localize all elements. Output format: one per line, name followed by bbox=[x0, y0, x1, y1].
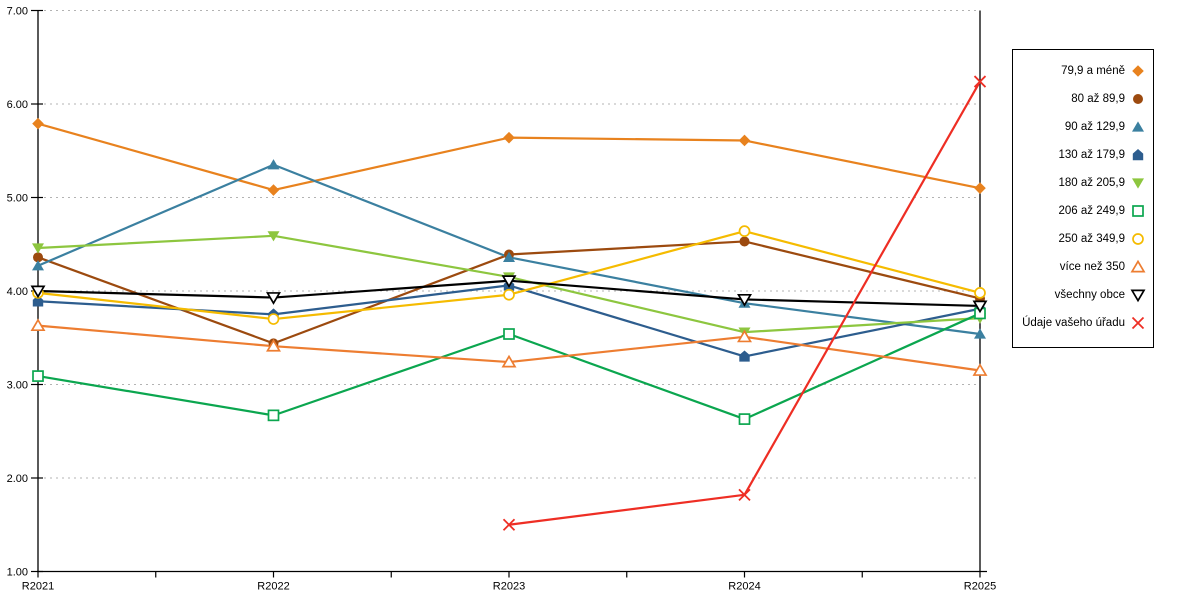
data-point-triangle-up bbox=[30, 318, 46, 332]
legend-label: 90 až 129,9 bbox=[1064, 121, 1125, 133]
data-point-circle bbox=[267, 313, 280, 325]
y-tick-label: 1.00 bbox=[7, 567, 28, 579]
data-point-triangle-down bbox=[972, 300, 988, 314]
data-point-triangle-up bbox=[266, 338, 281, 352]
legend-marker-circle-icon bbox=[1132, 233, 1144, 245]
chart-legend: 79,9 a méně 80 až 89,9 90 až 129,9 130 až 1… bbox=[1012, 49, 1154, 348]
legend-label: 80 až 89,9 bbox=[1071, 93, 1125, 105]
data-point-triangle-up bbox=[974, 328, 986, 339]
legend-label: 130 až 179,9 bbox=[1058, 149, 1125, 161]
y-tick-label: 7.00 bbox=[7, 6, 28, 18]
legend-marker-circle-icon bbox=[1133, 94, 1143, 104]
x-tick-label: R2021 bbox=[22, 581, 54, 593]
data-point-circle bbox=[33, 252, 43, 263]
legend-item[interactable]: 79,9 a méně bbox=[1013, 57, 1153, 85]
data-point-square bbox=[32, 370, 44, 382]
data-point-diamond bbox=[738, 134, 751, 147]
legend-marker-triangle-up-icon bbox=[1132, 121, 1144, 132]
legend-marker-triangle-down-icon bbox=[1130, 289, 1146, 303]
data-point-diamond bbox=[974, 182, 986, 194]
legend-label: Údaje vašeho úřadu bbox=[1022, 317, 1125, 329]
data-point-triangle-up bbox=[737, 329, 752, 343]
legend-marker-triangle-up-icon bbox=[1130, 259, 1146, 273]
data-point-triangle-up bbox=[501, 354, 517, 368]
legend-label: 79,9 a méně bbox=[1061, 65, 1125, 77]
legend-label: 180 až 205,9 bbox=[1058, 177, 1125, 189]
data-point-triangle-down bbox=[266, 292, 281, 305]
data-point-circle bbox=[739, 236, 750, 247]
data-point-pentagon bbox=[739, 350, 750, 362]
data-point-triangle-up bbox=[32, 260, 44, 271]
y-tick-label: 6.00 bbox=[7, 99, 28, 111]
legend-item[interactable]: 180 až 205,9 bbox=[1013, 169, 1153, 197]
data-point-circle bbox=[974, 287, 986, 299]
legend-item[interactable]: 250 až 349,9 bbox=[1013, 225, 1153, 253]
legend-item[interactable]: 206 až 249,9 bbox=[1013, 197, 1153, 225]
data-point-circle bbox=[738, 225, 751, 238]
data-point-square bbox=[738, 413, 751, 425]
legend-item[interactable]: 80 až 89,9 bbox=[1013, 85, 1153, 113]
y-tick-label: 3.00 bbox=[7, 380, 28, 392]
data-point-square bbox=[267, 409, 280, 422]
data-point-triangle-down bbox=[267, 231, 280, 242]
data-point-triangle-down bbox=[737, 293, 752, 307]
legend-label: 250 až 349,9 bbox=[1058, 233, 1125, 245]
data-point-triangle-down bbox=[501, 275, 517, 288]
x-tick-label: R2025 bbox=[964, 581, 996, 593]
legend-marker-triangle-down-icon bbox=[1132, 178, 1144, 189]
legend-label: více než 350 bbox=[1059, 261, 1125, 273]
data-point-x bbox=[502, 518, 516, 531]
x-tick-label: R2022 bbox=[257, 581, 289, 593]
legend-marker-pentagon-icon bbox=[1132, 149, 1144, 161]
x-tick-label: R2024 bbox=[728, 581, 760, 593]
data-point-triangle-up bbox=[972, 363, 988, 376]
y-tick-label: 4.00 bbox=[7, 286, 28, 298]
legend-item[interactable]: Údaje vašeho úřadu bbox=[1013, 309, 1153, 337]
data-point-diamond bbox=[503, 131, 515, 144]
data-point-square bbox=[503, 328, 515, 340]
legend-item[interactable]: 90 až 129,9 bbox=[1013, 113, 1153, 141]
data-point-triangle-up bbox=[267, 159, 280, 170]
legend-item[interactable]: více než 350 bbox=[1013, 253, 1153, 281]
y-tick-label: 5.00 bbox=[7, 193, 28, 205]
data-point-triangle-down bbox=[30, 285, 46, 299]
data-point-diamond bbox=[32, 117, 44, 130]
data-point-triangle-down bbox=[32, 243, 44, 254]
data-point-x bbox=[738, 488, 751, 501]
data-point-triangle-up bbox=[503, 251, 515, 262]
legend-item[interactable]: všechny obce bbox=[1013, 281, 1153, 309]
x-tick-label: R2023 bbox=[493, 581, 525, 593]
legend-label: všechny obce bbox=[1054, 289, 1125, 301]
legend-label: 206 až 249,9 bbox=[1058, 205, 1125, 217]
data-point-x bbox=[973, 75, 987, 88]
data-point-circle bbox=[503, 288, 515, 301]
legend-item[interactable]: 130 až 179,9 bbox=[1013, 141, 1153, 169]
legend-marker-x-icon bbox=[1131, 316, 1145, 330]
y-tick-label: 2.00 bbox=[7, 473, 28, 485]
data-point-diamond bbox=[267, 184, 280, 196]
legend-marker-diamond-icon bbox=[1132, 65, 1144, 77]
legend-marker-square-icon bbox=[1132, 205, 1144, 217]
